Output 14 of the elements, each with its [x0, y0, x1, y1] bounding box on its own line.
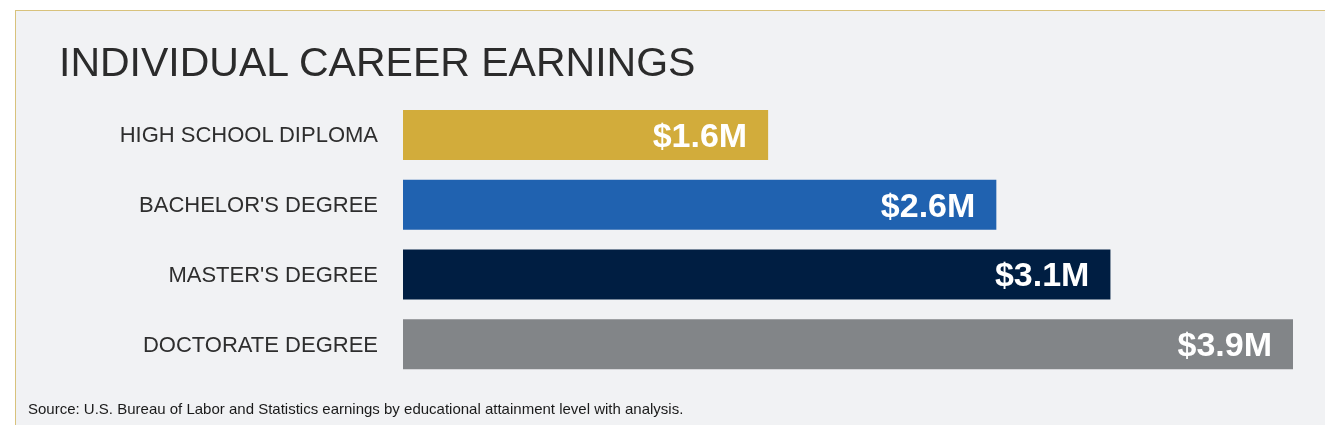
y-tick-label: DOCTORATE DEGREE [142, 331, 378, 357]
data-label: $3.1M [994, 255, 1090, 294]
chart-title: INDIVIDUAL CAREER EARNINGS [59, 38, 696, 85]
data-label: $1.6M [652, 115, 748, 154]
bar [403, 179, 997, 230]
y-tick-label: BACHELOR'S DEGREE [139, 192, 378, 218]
bar [403, 109, 769, 160]
bar [403, 319, 1293, 370]
source-note: Source: U.S. Bureau of Labor and Statistics earnings by educational attainment level with analysis. [28, 400, 684, 417]
y-tick-label: HIGH SCHOOL DIPLOMA [119, 122, 379, 148]
data-label: $2.6M [880, 185, 976, 224]
data-label: $3.9M [1177, 325, 1272, 364]
bar [403, 249, 1111, 300]
y-tick-label: MASTER'S DEGREE [168, 261, 378, 287]
